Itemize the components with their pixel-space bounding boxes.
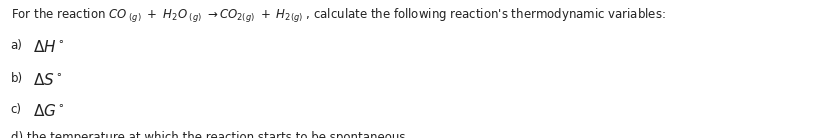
- Text: $\Delta H$$^\circ$: $\Delta H$$^\circ$: [33, 39, 64, 55]
- Text: c): c): [11, 104, 21, 116]
- Text: a): a): [11, 39, 23, 52]
- Text: $\Delta G$$^\circ$: $\Delta G$$^\circ$: [33, 104, 65, 120]
- Text: d) the temperature at which the reaction starts to be spontaneous: d) the temperature at which the reaction…: [11, 131, 405, 138]
- Text: $\Delta S$$^\circ$: $\Delta S$$^\circ$: [33, 72, 63, 88]
- Text: For the reaction $\mathit{CO}_{\ (g)}\ +\ \mathit{H_2O}_{\ (g)}\ \rightarrow\mat: For the reaction $\mathit{CO}_{\ (g)}\ +…: [11, 7, 665, 25]
- Text: b): b): [11, 72, 23, 85]
